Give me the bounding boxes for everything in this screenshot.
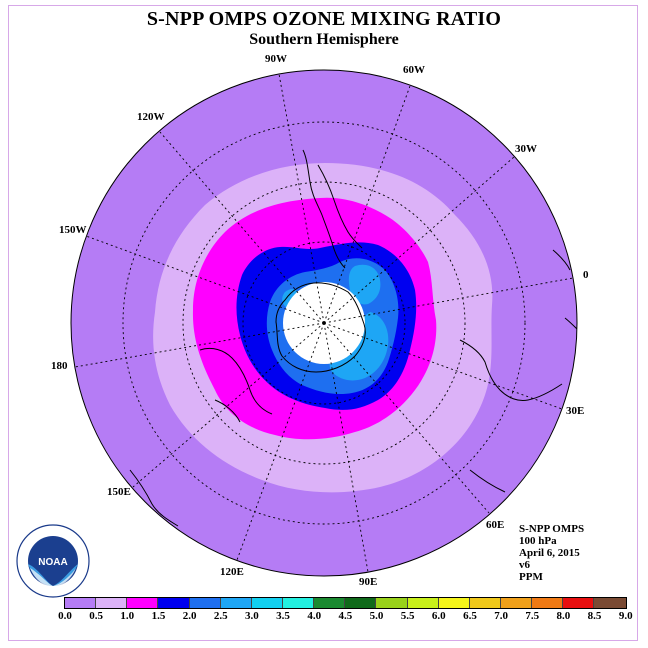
- lon-label-60w: 60W: [403, 64, 425, 76]
- colorbar-tick-label: 8.5: [587, 610, 602, 622]
- colorbar-swatch: [376, 598, 408, 608]
- colorbar-tick-label: 6.5: [463, 610, 477, 622]
- lon-label-90e: 90E: [359, 576, 377, 588]
- colorbar-tick-label: 9.0: [618, 610, 633, 622]
- colorbar-tick-label: 1.5: [151, 610, 166, 622]
- colorbar-tick-label: 3.5: [276, 610, 290, 622]
- lon-label-180: 180: [51, 360, 68, 372]
- colorbar-swatch: [65, 598, 97, 608]
- colorbar-swatch: [594, 598, 626, 608]
- colorbar-swatch: [469, 598, 501, 608]
- colorbar-tick-label: 1.0: [120, 610, 135, 622]
- colorbar-ticks: 0.0 0.5 1.0 1.5 2.0 2.5 3.0 3.5 4.0 4.5 5.0 5.5 6.0 6…: [0, 610, 648, 624]
- lon-label-90w: 90W: [265, 53, 287, 65]
- colorbar-tick-label: 0.0: [58, 610, 72, 622]
- colorbar-tick-label: 0.5: [89, 610, 104, 622]
- colorbar-swatch: [345, 598, 377, 608]
- colorbar-swatch: [500, 598, 533, 608]
- colorbar-tick-label: 3.0: [245, 610, 259, 622]
- ozone-band-sky-1: [348, 264, 381, 305]
- colorbar-swatch: [189, 598, 221, 608]
- colorbar-swatch: [96, 598, 128, 608]
- colorbar-swatch: [532, 598, 564, 608]
- lon-label-30e: 30E: [566, 405, 584, 417]
- lon-label-150e: 150E: [107, 486, 131, 498]
- lon-label-30w: 30W: [515, 143, 537, 155]
- info-block: S-NPP OMPS 100 hPa April 6, 2015 v6 PPM: [519, 523, 584, 583]
- colorbar-swatch: [127, 598, 159, 608]
- lon-label-150w: 150W: [59, 224, 87, 236]
- colorbar-tick-label: 5.5: [400, 610, 415, 622]
- logo-text: NOAA: [38, 557, 67, 568]
- colorbar-tick-label: 7.5: [525, 610, 540, 622]
- colorbar-tick-label: 5.0: [369, 610, 384, 622]
- map-outline: [70, 69, 578, 577]
- map-title: S-NPP OMPS OZONE MIXING RATIO: [146, 8, 502, 30]
- lon-label-120e: 120E: [220, 566, 244, 578]
- colorbar: [64, 597, 627, 609]
- colorbar-swatch: [407, 598, 439, 608]
- info-line-instrument: S-NPP OMPS: [519, 523, 585, 535]
- colorbar-tick-label: 4.0: [307, 610, 322, 622]
- info-line-pressure: 100 hPa: [519, 535, 557, 547]
- colorbar-tick-label: 4.5: [338, 610, 353, 622]
- lon-label-120w: 120W: [137, 111, 165, 123]
- pole-dot: [322, 321, 326, 325]
- colorbar-swatch: [314, 598, 346, 608]
- map-subtitle: Southern Hemisphere: [249, 31, 399, 48]
- colorbar-swatch: [563, 598, 595, 608]
- colorbar-tick-label: 8.0: [556, 610, 571, 622]
- info-line-units: PPM: [519, 571, 543, 583]
- lon-label-0: 0: [583, 269, 589, 281]
- colorbar-swatch: [158, 598, 190, 608]
- graticule: [74, 73, 574, 573]
- colorbar-tick-label: 6.0: [431, 610, 446, 622]
- colorbar-tick-label: 2.5: [213, 610, 228, 622]
- info-line-date: April 6, 2015: [519, 547, 580, 559]
- colorbar-swatch: [220, 598, 252, 608]
- figure-frame: [8, 5, 638, 641]
- colorbar-swatch: [282, 598, 315, 608]
- colorbar-swatch: [251, 598, 283, 608]
- info-line-version: v6: [519, 559, 530, 571]
- colorbar-tick-label: 7.0: [494, 610, 508, 622]
- lon-label-60e: 60E: [486, 519, 504, 531]
- colorbar-swatch: [438, 598, 470, 608]
- colorbar-tick-label: 2.0: [182, 610, 197, 622]
- noaa-logo: NOAA: [16, 524, 90, 598]
- ozone-band-sky-2: [329, 312, 389, 381]
